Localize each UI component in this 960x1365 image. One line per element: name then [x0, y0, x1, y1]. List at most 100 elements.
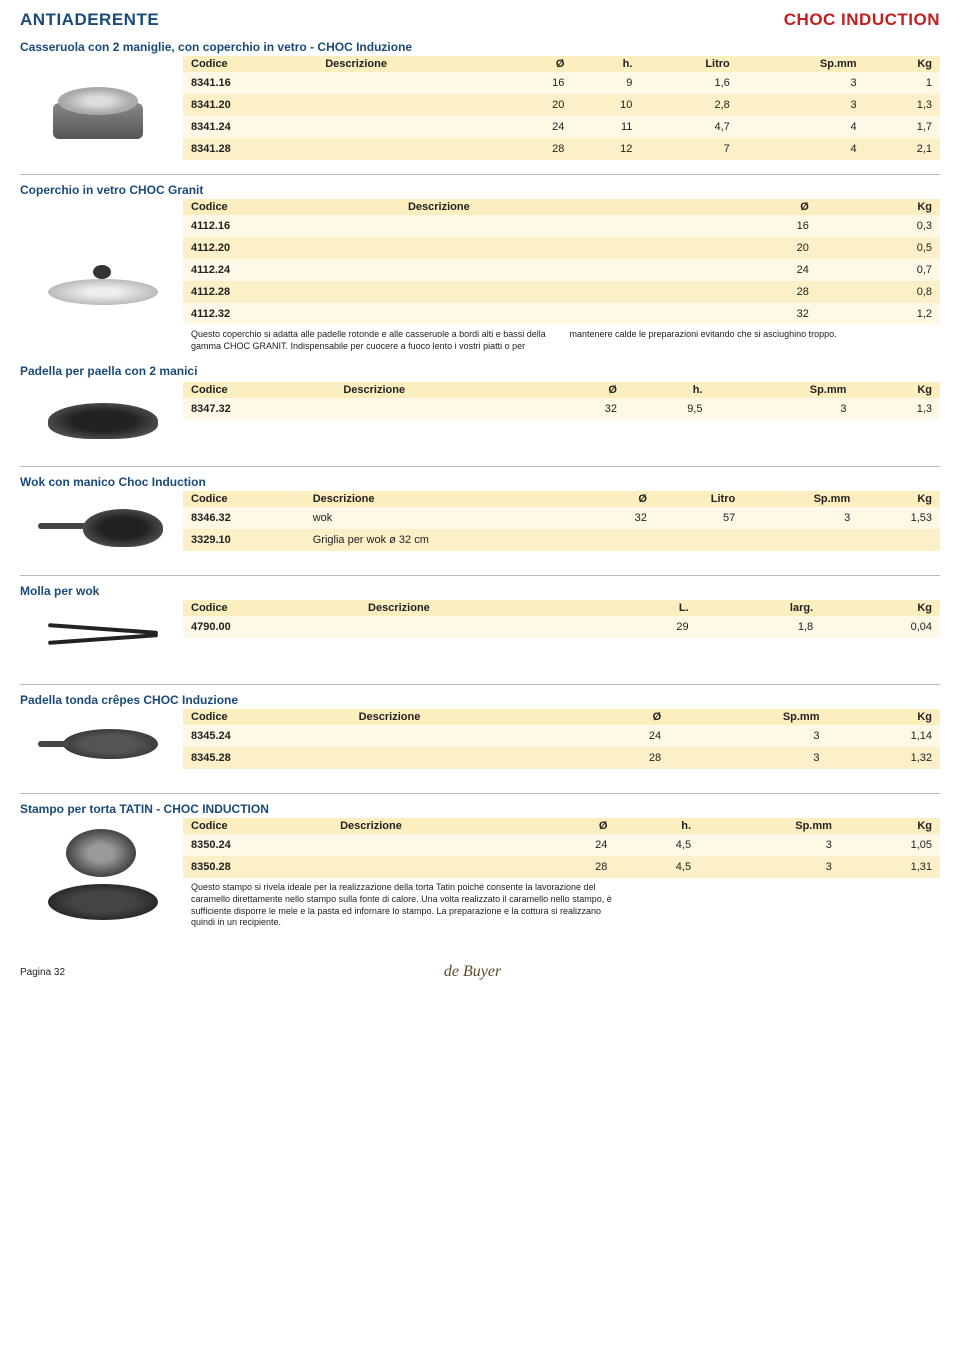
crepe-image [20, 709, 175, 779]
table-cell: 8350.28 [183, 856, 332, 878]
table-cell: 0,8 [817, 281, 940, 303]
table-row: 8350.28284,531,31 [183, 856, 940, 878]
col-header: Kg [854, 382, 940, 398]
table-cell: 24 [540, 834, 616, 856]
table-cell: 20 [504, 94, 572, 116]
lid-title: Coperchio in vetro CHOC Granit [20, 183, 940, 197]
table-cell [332, 834, 540, 856]
table-cell [400, 237, 706, 259]
section-tongs: Molla per wok CodiceDescrizioneL.larg.Kg… [20, 584, 940, 670]
table-cell: 0,04 [821, 616, 940, 638]
page-footer: Pagina 32 de Buyer [0, 955, 960, 989]
col-header: Ø [548, 382, 625, 398]
table-cell: 28 [584, 747, 669, 769]
paella-image [20, 382, 175, 452]
table-cell: 32 [706, 303, 817, 325]
table-row: 8341.2020102,831,3 [183, 94, 940, 116]
table-cell: 20 [706, 237, 817, 259]
col-header: h. [572, 56, 640, 72]
table-cell: 32 [548, 398, 625, 420]
table-row: 8346.32wok325731,53 [183, 507, 940, 529]
col-header: Descrizione [305, 491, 594, 507]
col-header: Kg [840, 818, 940, 834]
wok-image [20, 491, 175, 561]
col-header: Kg [817, 199, 940, 215]
table-row: 3329.10Griglia per wok ø 32 cm [183, 529, 940, 551]
table-cell: 12 [572, 138, 640, 160]
col-header: Kg [858, 491, 940, 507]
table-cell: 8345.24 [183, 725, 351, 747]
col-header: Codice [183, 709, 351, 725]
col-header: h. [625, 382, 711, 398]
col-header: Codice [183, 818, 332, 834]
table-cell: 3 [699, 834, 840, 856]
table-cell: 3 [743, 507, 858, 529]
table-cell [317, 138, 504, 160]
col-header: Ø [593, 491, 655, 507]
table-cell: 1,8 [697, 616, 822, 638]
table-cell: 10 [572, 94, 640, 116]
crepe-table: CodiceDescrizioneØSp.mmKg 8345.242431,14… [183, 709, 940, 769]
section-lid: Coperchio in vetro CHOC Granit CodiceDes… [20, 183, 940, 452]
col-header: h. [615, 818, 699, 834]
table-cell: wok [305, 507, 594, 529]
table-cell: 1,32 [828, 747, 941, 769]
table-row: 8341.161691,631 [183, 72, 940, 94]
col-header: Codice [183, 491, 305, 507]
table-cell: 3329.10 [183, 529, 305, 551]
table-cell: 1,3 [865, 94, 940, 116]
table-cell: 3 [710, 398, 854, 420]
brand-logo: de Buyer [444, 963, 501, 981]
table-cell: 2,8 [640, 94, 737, 116]
table-cell: Griglia per wok ø 32 cm [305, 529, 594, 551]
col-header: Kg [865, 56, 940, 72]
table-cell: 4112.32 [183, 303, 400, 325]
page-number: Pagina 32 [20, 967, 65, 978]
table-cell: 8341.24 [183, 116, 317, 138]
table-row: 4790.00 291,80,04 [183, 616, 940, 638]
table-cell [400, 281, 706, 303]
table-cell [351, 747, 585, 769]
table-cell: 9 [572, 72, 640, 94]
table-cell: 1,31 [840, 856, 940, 878]
tongs-image [20, 600, 175, 670]
header-right: CHOC INDUCTION [784, 10, 940, 30]
col-header: Sp.mm [710, 382, 854, 398]
col-header: Ø [540, 818, 616, 834]
table-cell: 3 [669, 725, 827, 747]
table-row: 4112.20 200,5 [183, 237, 940, 259]
table-cell: 8347.32 [183, 398, 335, 420]
table-cell: 8341.16 [183, 72, 317, 94]
section-crepe: Padella tonda crêpes CHOC Induzione Codi… [20, 693, 940, 779]
table-cell: 4 [738, 138, 865, 160]
col-header: Codice [183, 56, 317, 72]
table-cell: 4,7 [640, 116, 737, 138]
col-header: Ø [504, 56, 572, 72]
crepe-title: Padella tonda crêpes CHOC Induzione [20, 693, 940, 707]
table-cell: 16 [504, 72, 572, 94]
table-cell: 3 [669, 747, 827, 769]
table-cell [360, 616, 607, 638]
table-cell: 1,3 [854, 398, 940, 420]
col-header: Ø [584, 709, 669, 725]
table-cell: 0,5 [817, 237, 940, 259]
table-cell: 4112.20 [183, 237, 400, 259]
wok-table: CodiceDescrizioneØLitroSp.mmKg 8346.32wo… [183, 491, 940, 551]
paella-title: Padella per paella con 2 manici [20, 364, 940, 378]
paella-table: CodiceDescrizioneØh.Sp.mmKg 8347.32329,5… [183, 382, 940, 420]
table-cell [317, 116, 504, 138]
table-cell: 24 [584, 725, 669, 747]
table-cell: 29 [607, 616, 697, 638]
section-tatin: Stampo per torta TATIN - CHOC INDUCTION … [20, 802, 940, 935]
casserole-title: Casseruola con 2 maniglie, con coperchio… [20, 40, 940, 54]
col-header: Sp.mm [699, 818, 840, 834]
lid-note: Questo coperchio si adatta alle padelle … [183, 325, 940, 358]
table-cell: 4790.00 [183, 616, 360, 638]
col-header: Kg [821, 600, 940, 616]
table-cell: 3 [699, 856, 840, 878]
table-cell: 0,7 [817, 259, 940, 281]
table-cell: 28 [504, 138, 572, 160]
table-row: 4112.32321,2 [183, 303, 940, 325]
table-cell: 2,1 [865, 138, 940, 160]
table-cell [332, 856, 540, 878]
